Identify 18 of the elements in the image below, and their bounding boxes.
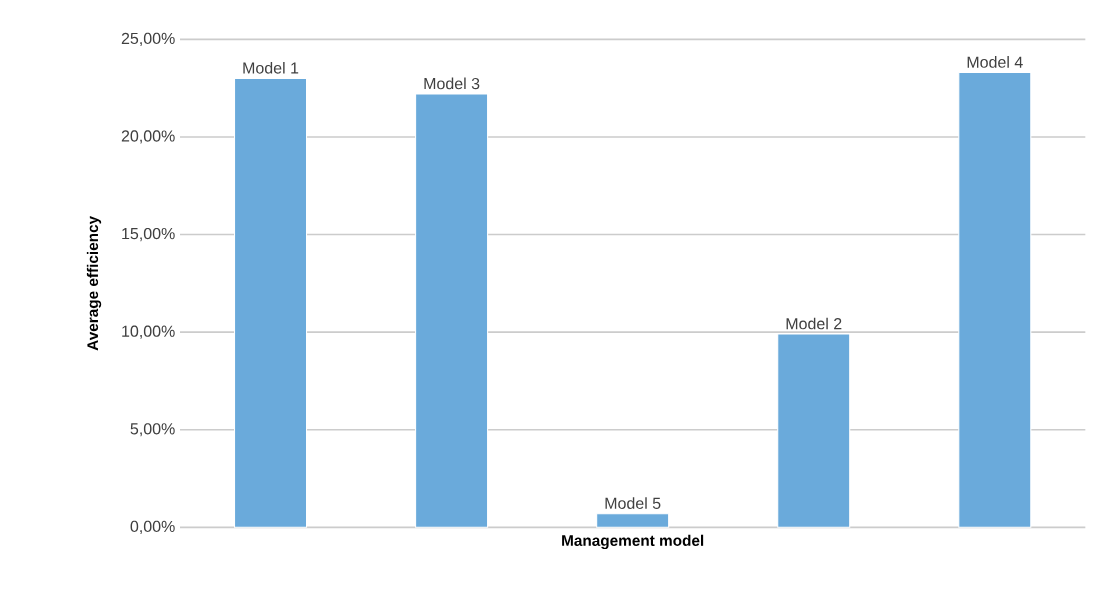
x-tick-label: Model 1 xyxy=(243,61,299,74)
y-tick-label: 25,00% xyxy=(121,32,175,46)
x-axis-title: Management model xyxy=(562,534,704,550)
x-tick-label: Model 3 xyxy=(424,77,480,90)
y-tick-label: 5,00% xyxy=(130,423,175,437)
y-tick-label: 10,00% xyxy=(122,325,175,339)
x-tick-label: Model 4 xyxy=(967,56,1023,68)
x-tick-label: Model 2 xyxy=(786,317,842,330)
bar xyxy=(233,77,308,528)
x-tick-label: Model 5 xyxy=(605,497,661,509)
y-tick-label: 20,00% xyxy=(121,130,175,144)
bar xyxy=(596,513,670,528)
bar xyxy=(958,71,1032,528)
y-tick-label: 15,00% xyxy=(122,227,175,242)
bar xyxy=(777,333,851,528)
y-tick-label: 0,00% xyxy=(130,520,175,534)
y-axis-title: Average efficiency xyxy=(86,215,102,351)
bar xyxy=(415,93,489,528)
